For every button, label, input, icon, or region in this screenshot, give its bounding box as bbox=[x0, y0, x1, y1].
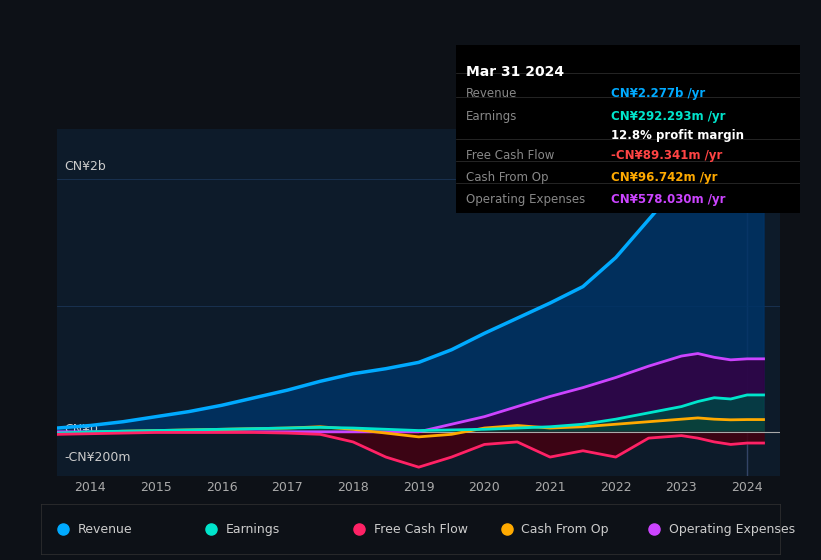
Text: Operating Expenses: Operating Expenses bbox=[466, 193, 585, 206]
Text: CN¥96.742m /yr: CN¥96.742m /yr bbox=[611, 171, 718, 184]
Text: Revenue: Revenue bbox=[466, 87, 517, 100]
Text: Cash From Op: Cash From Op bbox=[466, 171, 548, 184]
Text: Free Cash Flow: Free Cash Flow bbox=[374, 522, 467, 536]
Text: CN¥292.293m /yr: CN¥292.293m /yr bbox=[611, 110, 725, 123]
Text: Operating Expenses: Operating Expenses bbox=[669, 522, 796, 536]
Text: Free Cash Flow: Free Cash Flow bbox=[466, 149, 554, 162]
Text: -CN¥200m: -CN¥200m bbox=[64, 451, 131, 464]
Text: CN¥2b: CN¥2b bbox=[64, 160, 106, 173]
Text: 12.8% profit margin: 12.8% profit margin bbox=[611, 129, 744, 142]
Text: CN¥578.030m /yr: CN¥578.030m /yr bbox=[611, 193, 725, 206]
Text: CN¥2.277b /yr: CN¥2.277b /yr bbox=[611, 87, 705, 100]
Text: CN¥0: CN¥0 bbox=[64, 423, 98, 436]
Text: Earnings: Earnings bbox=[466, 110, 517, 123]
Text: Mar 31 2024: Mar 31 2024 bbox=[466, 65, 564, 79]
Text: Earnings: Earnings bbox=[226, 522, 280, 536]
Text: Revenue: Revenue bbox=[78, 522, 133, 536]
Text: -CN¥89.341m /yr: -CN¥89.341m /yr bbox=[611, 149, 722, 162]
Text: Cash From Op: Cash From Op bbox=[521, 522, 609, 536]
